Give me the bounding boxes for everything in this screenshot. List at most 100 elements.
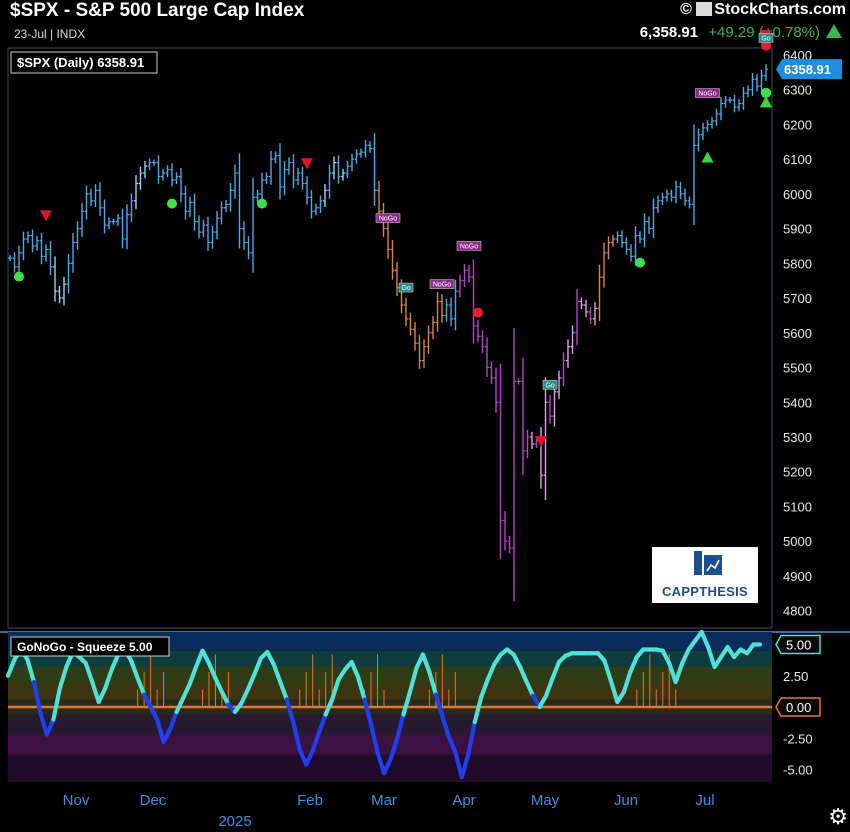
price-bar [480, 330, 485, 353]
zero-value-box [775, 697, 821, 717]
price-bar [678, 181, 683, 200]
price-panel-border [7, 47, 773, 629]
x-tick-label: 2025 [218, 813, 251, 830]
oscillator-segment [524, 679, 536, 698]
price-bar [692, 124, 696, 226]
price-bar [287, 157, 291, 175]
price-bar [251, 177, 255, 273]
oscillator-segment [245, 672, 257, 692]
price-bar [764, 64, 768, 81]
price-bar [296, 167, 300, 186]
osc-tick-label: -2.50 [783, 731, 813, 746]
oscillator-segment [394, 712, 406, 742]
y-tick-label: 5400 [783, 395, 812, 410]
y-tick-label: 4900 [783, 569, 812, 584]
oscillator-segment [284, 697, 296, 725]
price-bar [755, 74, 759, 92]
price-bar [723, 95, 728, 108]
price-bar [647, 216, 651, 234]
price-bar [476, 319, 480, 343]
price-bar [503, 510, 507, 551]
price-bar [80, 202, 84, 237]
price-bar [471, 259, 476, 344]
price-bar [197, 215, 201, 239]
price-bar [507, 535, 512, 554]
label-box [542, 380, 558, 390]
sell-signal-marker [40, 210, 52, 222]
y-tick-label: 5100 [783, 499, 812, 514]
oscillator-segment [252, 656, 263, 677]
price-bar [435, 292, 440, 332]
osc-zone-band [8, 632, 772, 651]
oscillator-segment [673, 661, 685, 685]
price-bar [309, 190, 314, 219]
x-tick-label: Feb [297, 792, 323, 809]
price-bar [714, 108, 719, 127]
cappthesis-logo: CAPPTHESIS [652, 547, 758, 603]
price-bar [210, 225, 215, 249]
price-bar [120, 208, 125, 249]
price-bar [624, 237, 629, 255]
label-box [758, 33, 774, 43]
price-bar [219, 201, 224, 225]
oscillator-segment [103, 667, 114, 691]
oscillator-segment [362, 697, 374, 727]
price-bar [390, 240, 395, 280]
gonogo-label: NoGo [375, 213, 401, 223]
oscillator-segment [355, 674, 367, 702]
price-bar [656, 195, 660, 213]
oscillator-segment [388, 737, 400, 762]
chart-subtitle: 23-Jul | INDX [14, 27, 86, 41]
osc-last-value-tag: 5.00 [775, 634, 821, 655]
oscillator-segment [206, 661, 218, 681]
chart-title: $SPX - S&P 500 Large Cap Index [10, 0, 305, 21]
brand-logo[interactable]: © StockCharts.com [680, 1, 846, 19]
up-arrow-icon [826, 24, 842, 38]
osc-value-text: 5.00 [786, 638, 811, 653]
gear-icon[interactable]: ⚙ [828, 804, 848, 829]
price-legend: $SPX (Daily) 6358.91 [10, 51, 158, 74]
oscillator-segment [109, 652, 121, 672]
price-bar [143, 160, 147, 179]
oscillator-segment [187, 664, 199, 687]
oscillator-segment [219, 689, 231, 707]
oscillator-segment [466, 719, 477, 757]
price-bar [206, 216, 210, 251]
price-bar [255, 189, 260, 202]
label-text: NoGo [379, 216, 397, 223]
x-tick-label: Dec [140, 792, 167, 809]
price-bar [426, 325, 431, 354]
price-bar [705, 120, 710, 133]
price-bar [588, 306, 593, 325]
price-bar [386, 219, 390, 259]
price-bar [575, 289, 579, 346]
go-dot [14, 271, 24, 282]
price-bar [278, 143, 282, 200]
price-bar [26, 231, 30, 244]
oscillator-segment [427, 669, 438, 697]
oscillator-segment [602, 658, 613, 683]
price-bar [75, 221, 80, 250]
y-tick-label: 5900 [783, 222, 812, 237]
price-bar [746, 85, 750, 98]
oscillator-segment [621, 669, 633, 695]
oscillator-segment [51, 686, 62, 722]
price-bar [336, 155, 341, 184]
oscillator-segment [317, 712, 328, 735]
price-bar [71, 233, 75, 273]
price-bar [93, 184, 98, 208]
price-bar [737, 99, 741, 112]
oscillator-segment [291, 719, 302, 752]
y-tick-label: 6000 [783, 187, 812, 202]
price-bar [179, 168, 183, 203]
oscillator-segment [174, 696, 186, 715]
price-bar [494, 367, 498, 413]
oscillator-segment [142, 692, 153, 710]
price-bar [102, 199, 107, 234]
osc-zone-band [8, 684, 772, 700]
price-bar [759, 69, 764, 93]
oscillator-segment [323, 697, 335, 717]
price-bar [354, 149, 359, 164]
current-price-tag: 6358.91 [776, 59, 842, 80]
